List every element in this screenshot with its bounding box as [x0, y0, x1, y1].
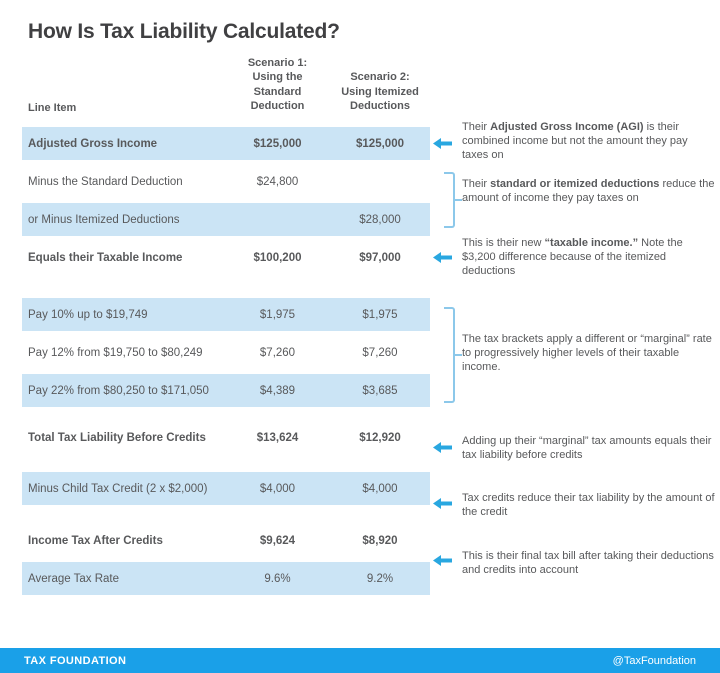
- scenario1-value: $100,200: [253, 251, 302, 264]
- scenario2-value: $8,920: [362, 534, 398, 547]
- scenario1-value: 9.6%: [264, 572, 291, 585]
- annotation-text: This is their new “taxable income.” Note…: [462, 237, 683, 277]
- row-label: Average Tax Rate: [28, 572, 119, 585]
- scenario1-value: $4,389: [259, 384, 296, 397]
- annotation-text: This is their final tax bill after takin…: [462, 550, 714, 576]
- table-row: Pay 12% from $19,750 to $80,249 $7,260 $7,…: [22, 336, 430, 369]
- scenario1-value: $9,624: [259, 534, 296, 547]
- scenario2-value: $125,000: [356, 137, 404, 150]
- left-arrow-icon: [433, 252, 452, 263]
- header-scenario2: Scenario 2: Using Itemized Deductions: [341, 71, 419, 112]
- scenario1-value: $125,000: [253, 137, 302, 150]
- scenario1-value: $1,975: [259, 308, 296, 321]
- scenario2-value: $97,000: [359, 251, 401, 264]
- scenario1-value: $4,000: [259, 482, 296, 495]
- scenario2-value: 9.2%: [366, 572, 394, 585]
- table-section: Total Tax Liability Before Credits $13,62…: [22, 421, 430, 454]
- annotation-text: Adding up their “marginal” tax amounts e…: [462, 435, 712, 461]
- scenario2-value: $7,260: [362, 346, 398, 359]
- table-row: Minus the Standard Deduction $24,800: [22, 165, 430, 198]
- table-row: Total Tax Liability Before Credits $13,62…: [22, 421, 430, 454]
- table-row: Average Tax Rate 9.6% 9.2%: [22, 562, 430, 595]
- annotation-text: Tax credits reduce their tax liability b…: [462, 492, 715, 518]
- row-label: Pay 22% from $80,250 to $171,050: [28, 384, 209, 397]
- header-scenario1: Scenario 1: Using the Standard Deduction: [247, 57, 308, 112]
- table-row: Income Tax After Credits $9,624 $8,920: [22, 524, 430, 557]
- group-bracket: [444, 307, 462, 403]
- table-section: Pay 10% up to $19,749 $1,975 $1,975 Pay 12%…: [22, 298, 430, 407]
- table-row: Adjusted Gross Income $125,000 $125,000: [22, 127, 430, 160]
- group-bracket: [444, 172, 462, 228]
- annotation-text: The tax brackets apply a different or “m…: [462, 333, 712, 373]
- table-section: Minus Child Tax Credit (2 x $2,000) $4,00…: [22, 472, 430, 505]
- scenario1-value: $24,800: [256, 175, 299, 188]
- scenario2-value: $28,000: [359, 213, 401, 226]
- row-label: Minus Child Tax Credit (2 x $2,000): [28, 482, 208, 495]
- annotation-text: Their Adjusted Gross Income (AGI) is the…: [462, 121, 688, 161]
- footer-bar: TAX FOUNDATION @TaxFoundation: [0, 648, 720, 673]
- scenario2-value: $1,975: [362, 308, 398, 321]
- page-title: How Is Tax Liability Calculated?: [28, 20, 340, 43]
- scenario2-value: $12,920: [359, 431, 401, 444]
- row-label: Income Tax After Credits: [28, 534, 163, 547]
- row-label: Total Tax Liability Before Credits: [28, 431, 206, 444]
- annotation-text: Their standard or itemized deductions re…: [462, 178, 715, 204]
- table-row: or Minus Itemized Deductions $28,000: [22, 203, 430, 236]
- footer-twitter-handle: @TaxFoundation: [612, 654, 696, 667]
- left-arrow-icon: [433, 442, 452, 453]
- table-row: Minus Child Tax Credit (2 x $2,000) $4,00…: [22, 472, 430, 505]
- row-label: Equals their Taxable Income: [28, 251, 183, 264]
- table-section: Income Tax After Credits $9,624 $8,920 Aver…: [22, 524, 430, 595]
- row-label: Pay 12% from $19,750 to $80,249: [28, 346, 203, 359]
- left-arrow-icon: [433, 555, 452, 566]
- scenario2-value: $4,000: [362, 482, 398, 495]
- row-label: or Minus Itemized Deductions: [28, 213, 180, 226]
- tax-table-body: Adjusted Gross Income $125,000 $125,000 Min…: [22, 127, 430, 600]
- table-row: Equals their Taxable Income $100,200 $97,0…: [22, 241, 430, 274]
- table-header: Line Item Scenario 1: Using the Standard…: [22, 56, 430, 114]
- row-label: Minus the Standard Deduction: [28, 175, 183, 188]
- scenario2-value: $3,685: [362, 384, 398, 397]
- row-label: Pay 10% up to $19,749: [28, 308, 148, 321]
- table-section: Adjusted Gross Income $125,000 $125,000 Min…: [22, 127, 430, 274]
- scenario1-value: $13,624: [256, 431, 299, 444]
- left-arrow-icon: [433, 498, 452, 509]
- footer-brand: TAX FOUNDATION: [24, 654, 127, 667]
- header-line-item: Line Item: [28, 102, 77, 115]
- row-label: Adjusted Gross Income: [28, 137, 158, 150]
- table-row: Pay 10% up to $19,749 $1,975 $1,975: [22, 298, 430, 331]
- scenario1-value: $7,260: [259, 346, 296, 359]
- table-row: Pay 22% from $80,250 to $171,050 $4,389 $3…: [22, 374, 430, 407]
- left-arrow-icon: [433, 138, 452, 149]
